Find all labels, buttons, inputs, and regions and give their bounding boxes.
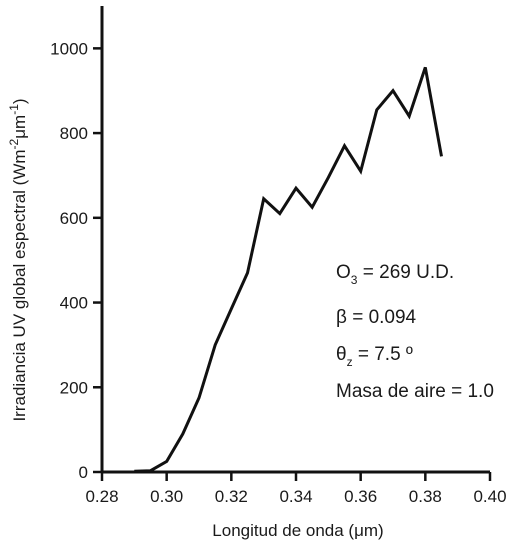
y-axis-label: Irradiancia UV global espectral (Wm-2μm-…	[7, 98, 29, 421]
x-tick-label-2: 0.32	[215, 487, 248, 506]
theta-annotation: θz = 7.5 º	[336, 344, 413, 369]
y-tick-label-1: 200	[60, 378, 88, 397]
x-tick-label-6: 0.40	[473, 487, 506, 506]
x-axis-ticks: 0.28 0.30 0.32 0.34 0.36 0.38 0.40	[85, 472, 507, 506]
y-axis-ticks: 0 200 400 600 800 1000	[50, 39, 102, 482]
x-tick-label-0: 0.28	[85, 487, 118, 506]
y-tick-label-2: 400	[60, 294, 88, 313]
y-tick-label-0: 0	[79, 463, 88, 482]
beta-annotation: β = 0.094	[336, 307, 417, 328]
y-tick-label-5: 1000	[50, 39, 88, 58]
x-axis-label: Longitud de onda (μm)	[212, 521, 383, 540]
airmass-annotation: Masa de aire = 1.0	[336, 381, 494, 402]
y-tick-label-4: 800	[60, 124, 88, 143]
ozone-annotation: O3 = 269 U.D.	[336, 262, 454, 287]
irradiance-series-line	[134, 66, 443, 473]
x-tick-label-4: 0.36	[344, 487, 377, 506]
x-tick-label-3: 0.34	[279, 487, 312, 506]
x-tick-label-5: 0.38	[409, 487, 442, 506]
x-tick-label-1: 0.30	[150, 487, 183, 506]
y-tick-label-3: 600	[60, 209, 88, 228]
